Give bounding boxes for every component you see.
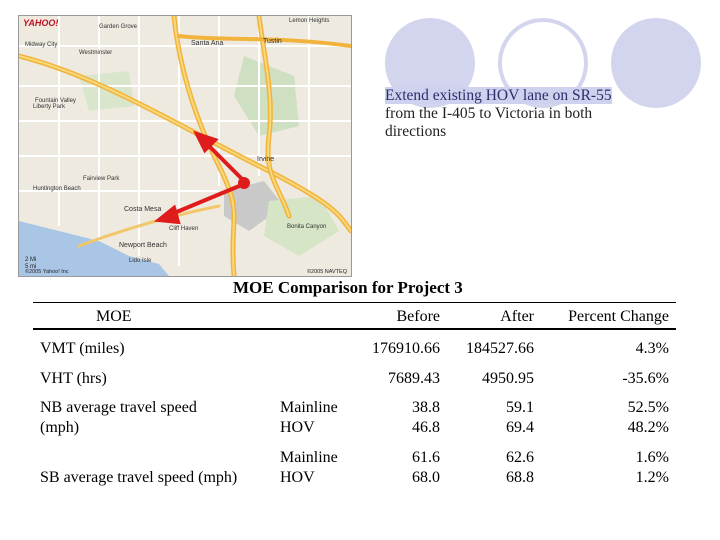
row-percent-change: 1.6% xyxy=(635,449,669,466)
row-moe: (mph) xyxy=(40,419,80,436)
row-before: 38.8 xyxy=(412,399,440,416)
table-top-rule xyxy=(33,302,676,303)
table-header-rule xyxy=(33,328,676,330)
map-scale: 2 Mi 5 mi xyxy=(25,257,37,270)
map-label: Santa Ana xyxy=(191,40,224,47)
description-line-2: from the I-405 to Victoria in both xyxy=(385,105,593,122)
row-after: 184527.66 xyxy=(466,340,534,357)
map-graphic xyxy=(19,16,351,276)
row-percent-change: -35.6% xyxy=(622,370,669,387)
row-percent-change: 52.5% xyxy=(627,399,669,416)
map-label: Fountain Valley xyxy=(35,98,76,104)
map-label: Westminster xyxy=(79,50,113,56)
row-lane-type: Mainline xyxy=(280,399,338,416)
map-label: Huntington Beach xyxy=(33,186,81,192)
row-after: 68.8 xyxy=(506,469,534,486)
map-label: Costa Mesa xyxy=(124,206,162,213)
map-label: Garden Grove xyxy=(99,24,138,30)
row-percent-change: 48.2% xyxy=(627,419,669,436)
decorative-circle-3 xyxy=(611,18,701,108)
row-percent-change: 4.3% xyxy=(635,340,669,357)
row-lane-type: Mainline xyxy=(280,449,338,466)
header-after: After xyxy=(500,308,534,325)
map-label: Fairview Park xyxy=(83,176,120,182)
row-before: 68.0 xyxy=(412,469,440,486)
row-before: 46.8 xyxy=(412,419,440,436)
row-before: 61.6 xyxy=(412,449,440,466)
map-label: Lido Isle xyxy=(129,258,152,264)
map-label: Tustin xyxy=(263,38,282,45)
row-moe: SB average travel speed (mph) xyxy=(40,469,238,486)
row-moe: NB average travel speed xyxy=(40,399,197,416)
description-line-3: directions xyxy=(385,123,447,140)
yahoo-logo: YAHOO! xyxy=(23,18,59,28)
row-percent-change: 1.2% xyxy=(635,469,669,486)
map-copyright: ©2005 Yahoo! Inc xyxy=(25,269,69,275)
map-copyright-navteq: ©2005 NAVTEQ xyxy=(306,269,347,275)
header-moe: MOE xyxy=(96,308,132,325)
row-after: 4950.95 xyxy=(482,370,534,387)
description-highlight: Extend existing HOV lane on SR-55 xyxy=(385,87,612,104)
header-before: Before xyxy=(396,308,440,325)
header-percent-change: Percent Change xyxy=(568,308,669,325)
map-label: Irvine xyxy=(257,156,275,163)
map-label: Bonita Canyon xyxy=(287,224,327,230)
row-before: 176910.66 xyxy=(372,340,440,357)
row-after: 59.1 xyxy=(506,399,534,416)
map-label: Midway City xyxy=(25,42,58,48)
row-lane-type: HOV xyxy=(280,419,315,436)
map-label: Cliff Haven xyxy=(169,226,199,232)
row-moe: VHT (hrs) xyxy=(40,370,107,387)
map-label: Liberty Park xyxy=(33,104,66,110)
map-label: Lemon Heights xyxy=(289,18,330,24)
map-label: Newport Beach xyxy=(119,242,167,249)
row-moe: VMT (miles) xyxy=(40,340,125,357)
project-description: Extend existing HOV lane on SR-55 from t… xyxy=(385,87,685,141)
table-title: MOE Comparison for Project 3 xyxy=(233,278,463,297)
row-after: 62.6 xyxy=(506,449,534,466)
row-lane-type: HOV xyxy=(280,469,315,486)
project-map: YAHOO! Lemon Heights Santa Ana Tustin Ga… xyxy=(18,15,352,277)
row-before: 7689.43 xyxy=(388,370,440,387)
row-after: 69.4 xyxy=(506,419,534,436)
